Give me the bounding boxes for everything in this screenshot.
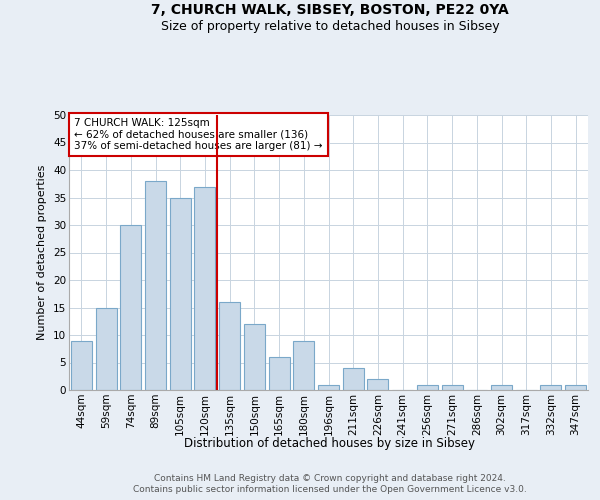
Bar — [442, 384, 463, 390]
Bar — [417, 384, 438, 390]
Text: Distribution of detached houses by size in Sibsey: Distribution of detached houses by size … — [185, 438, 476, 450]
Bar — [95, 308, 116, 390]
Text: Contains public sector information licensed under the Open Government Licence v3: Contains public sector information licen… — [133, 485, 527, 494]
Bar — [170, 198, 191, 390]
Bar — [244, 324, 265, 390]
Bar — [565, 384, 586, 390]
Text: 7, CHURCH WALK, SIBSEY, BOSTON, PE22 0YA: 7, CHURCH WALK, SIBSEY, BOSTON, PE22 0YA — [151, 2, 509, 16]
Bar — [293, 340, 314, 390]
Bar — [145, 181, 166, 390]
Text: Size of property relative to detached houses in Sibsey: Size of property relative to detached ho… — [161, 20, 499, 33]
Bar — [541, 384, 562, 390]
Bar — [194, 186, 215, 390]
Bar — [343, 368, 364, 390]
Text: 7 CHURCH WALK: 125sqm
← 62% of detached houses are smaller (136)
37% of semi-det: 7 CHURCH WALK: 125sqm ← 62% of detached … — [74, 118, 323, 151]
Bar — [367, 379, 388, 390]
Bar — [120, 225, 141, 390]
Bar — [318, 384, 339, 390]
Bar — [269, 357, 290, 390]
Y-axis label: Number of detached properties: Number of detached properties — [37, 165, 47, 340]
Bar — [491, 384, 512, 390]
Text: Contains HM Land Registry data © Crown copyright and database right 2024.: Contains HM Land Registry data © Crown c… — [154, 474, 506, 483]
Bar — [219, 302, 240, 390]
Bar — [71, 340, 92, 390]
